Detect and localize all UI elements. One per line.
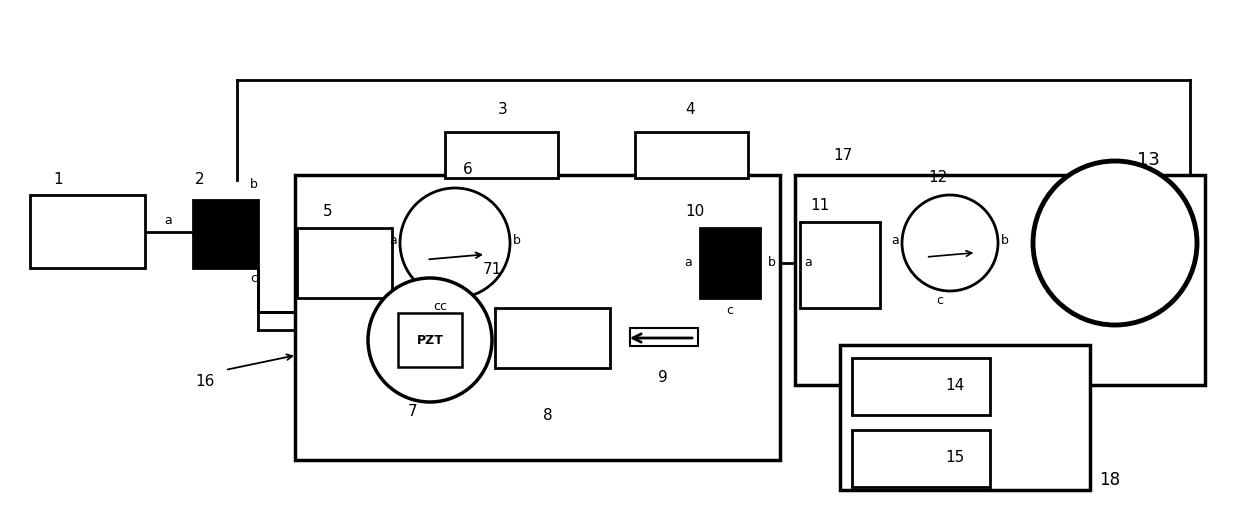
Text: 11: 11 bbox=[811, 198, 830, 213]
Bar bbox=[800, 222, 880, 308]
Text: c: c bbox=[727, 304, 734, 316]
Text: a: a bbox=[164, 214, 172, 226]
Bar bbox=[635, 132, 748, 178]
Text: 18: 18 bbox=[1100, 471, 1121, 489]
Bar bbox=[630, 328, 698, 346]
Text: a: a bbox=[389, 234, 397, 248]
Text: b: b bbox=[768, 257, 776, 269]
Text: c: c bbox=[439, 301, 446, 314]
Text: a: a bbox=[892, 234, 899, 248]
Text: b: b bbox=[1001, 234, 1009, 248]
Text: 7: 7 bbox=[408, 404, 418, 420]
Circle shape bbox=[401, 188, 510, 298]
Text: c: c bbox=[434, 301, 440, 314]
Text: 10: 10 bbox=[686, 205, 704, 219]
Text: 4: 4 bbox=[686, 102, 694, 118]
Bar bbox=[445, 132, 558, 178]
Text: 5: 5 bbox=[324, 205, 332, 219]
Bar bbox=[30, 195, 145, 268]
Bar bbox=[839, 345, 1090, 490]
Text: a: a bbox=[684, 257, 692, 269]
Bar bbox=[298, 228, 392, 298]
Text: b: b bbox=[513, 234, 521, 248]
Text: 2: 2 bbox=[195, 172, 205, 188]
Circle shape bbox=[1033, 161, 1197, 325]
Text: c: c bbox=[250, 271, 258, 285]
Bar bbox=[495, 308, 610, 368]
Text: 8: 8 bbox=[543, 408, 553, 422]
Text: b: b bbox=[250, 179, 258, 191]
Text: PZT: PZT bbox=[417, 333, 444, 347]
Bar bbox=[193, 200, 258, 268]
Text: 3: 3 bbox=[498, 102, 508, 118]
Text: 1: 1 bbox=[53, 172, 63, 188]
Text: c: c bbox=[936, 294, 944, 306]
Bar bbox=[795, 175, 1205, 385]
Text: 17: 17 bbox=[833, 147, 853, 163]
Text: 6: 6 bbox=[463, 163, 472, 178]
Text: 14: 14 bbox=[945, 377, 965, 393]
Bar bbox=[295, 175, 780, 460]
Bar bbox=[701, 228, 760, 298]
Text: 15: 15 bbox=[945, 450, 965, 465]
Text: 13: 13 bbox=[1137, 151, 1159, 169]
Text: 16: 16 bbox=[196, 375, 215, 390]
Bar bbox=[852, 430, 990, 487]
Text: 12: 12 bbox=[929, 171, 947, 185]
Text: 71: 71 bbox=[482, 262, 502, 278]
Text: 9: 9 bbox=[658, 370, 668, 385]
Bar bbox=[398, 313, 463, 367]
Circle shape bbox=[368, 278, 492, 402]
Text: a: a bbox=[804, 257, 812, 269]
Bar bbox=[852, 358, 990, 415]
Circle shape bbox=[901, 195, 998, 291]
